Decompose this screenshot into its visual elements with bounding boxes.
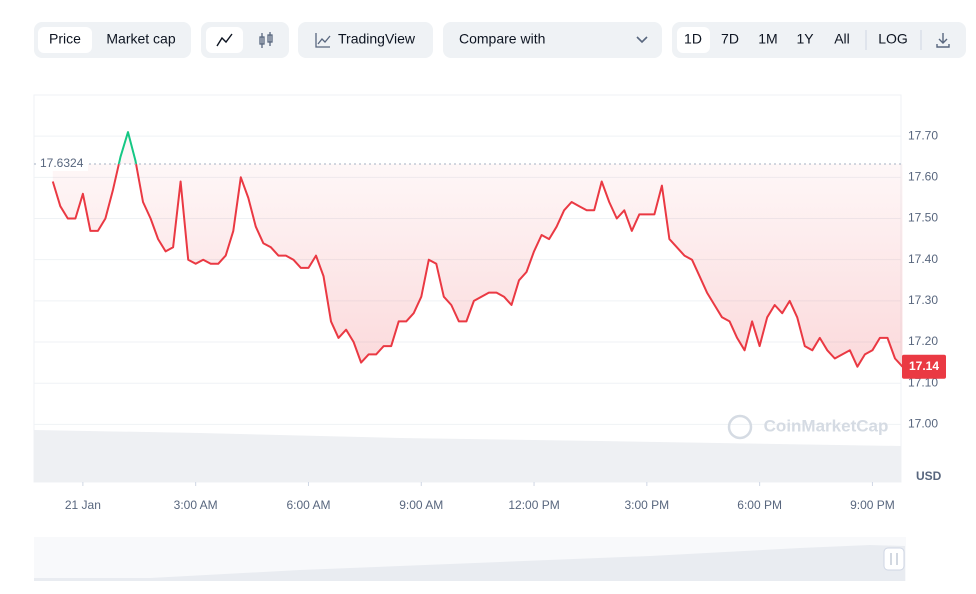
- range-button[interactable]: 1M: [758, 31, 777, 47]
- watermark-logo: [727, 414, 753, 440]
- toggle-price[interactable]: [38, 27, 92, 53]
- x-tick-label: 3:00 AM: [174, 498, 218, 512]
- tradingview-group: [298, 22, 433, 58]
- compare-dropdown[interactable]: [443, 22, 662, 58]
- navigator-handle[interactable]: [883, 547, 905, 571]
- price-button[interactable]: Price: [49, 31, 81, 47]
- price-line: [51, 131, 904, 368]
- range-active: [677, 27, 710, 53]
- reference-label: 17.6324: [40, 156, 84, 170]
- y-tick-label: 17.20: [908, 334, 938, 348]
- y-tick-label: 17.40: [908, 252, 938, 266]
- log-button[interactable]: LOG: [878, 31, 908, 47]
- market-cap-button[interactable]: Market cap: [106, 31, 175, 47]
- y-tick-label: 17.60: [908, 170, 938, 184]
- x-tick-label: 9:00 AM: [399, 498, 443, 512]
- candle-icon[interactable]: [259, 32, 273, 48]
- tradingview-button[interactable]: TradingView: [338, 31, 416, 47]
- watermark: CoinMarketCap: [764, 416, 889, 435]
- x-tick-label: 12:00 PM: [508, 498, 559, 512]
- x-tick-label: 3:00 PM: [624, 498, 669, 512]
- y-axis-label: USD: [916, 469, 942, 483]
- chevron: [636, 36, 648, 44]
- range-group: [672, 22, 966, 58]
- tv-icon: [315, 33, 330, 48]
- y-tick-label: 17.70: [908, 128, 938, 142]
- navigator-area: [34, 545, 905, 581]
- range-button[interactable]: 1D: [684, 31, 702, 47]
- volume-area: [34, 430, 901, 482]
- y-tick-label: 17.50: [908, 211, 938, 225]
- range-button[interactable]: All: [834, 31, 850, 47]
- range-button[interactable]: 7D: [721, 31, 739, 47]
- x-tick-label: 6:00 PM: [737, 498, 782, 512]
- area: [52, 132, 903, 367]
- tv-icon: [317, 35, 331, 45]
- price-tag: [902, 354, 946, 379]
- reference-label-bg: [36, 155, 88, 172]
- x-tick-label: 9:00 PM: [850, 498, 895, 512]
- download-icon[interactable]: [936, 33, 950, 48]
- x-tick-label: 6:00 AM: [286, 498, 330, 512]
- y-tick-label: 17.10: [908, 375, 938, 389]
- compare-label[interactable]: Compare with: [459, 31, 545, 47]
- toolbar: Price Market cap TradingView Compare wit…: [34, 22, 966, 58]
- line-icon: [216, 33, 233, 47]
- price-tag-label: 17.14: [909, 359, 939, 373]
- y-tick-label: 17.30: [908, 293, 938, 307]
- y-tick-label: 17.00: [908, 417, 938, 431]
- x-tick-label: 21 Jan: [65, 498, 101, 512]
- range-button[interactable]: 1Y: [796, 31, 814, 47]
